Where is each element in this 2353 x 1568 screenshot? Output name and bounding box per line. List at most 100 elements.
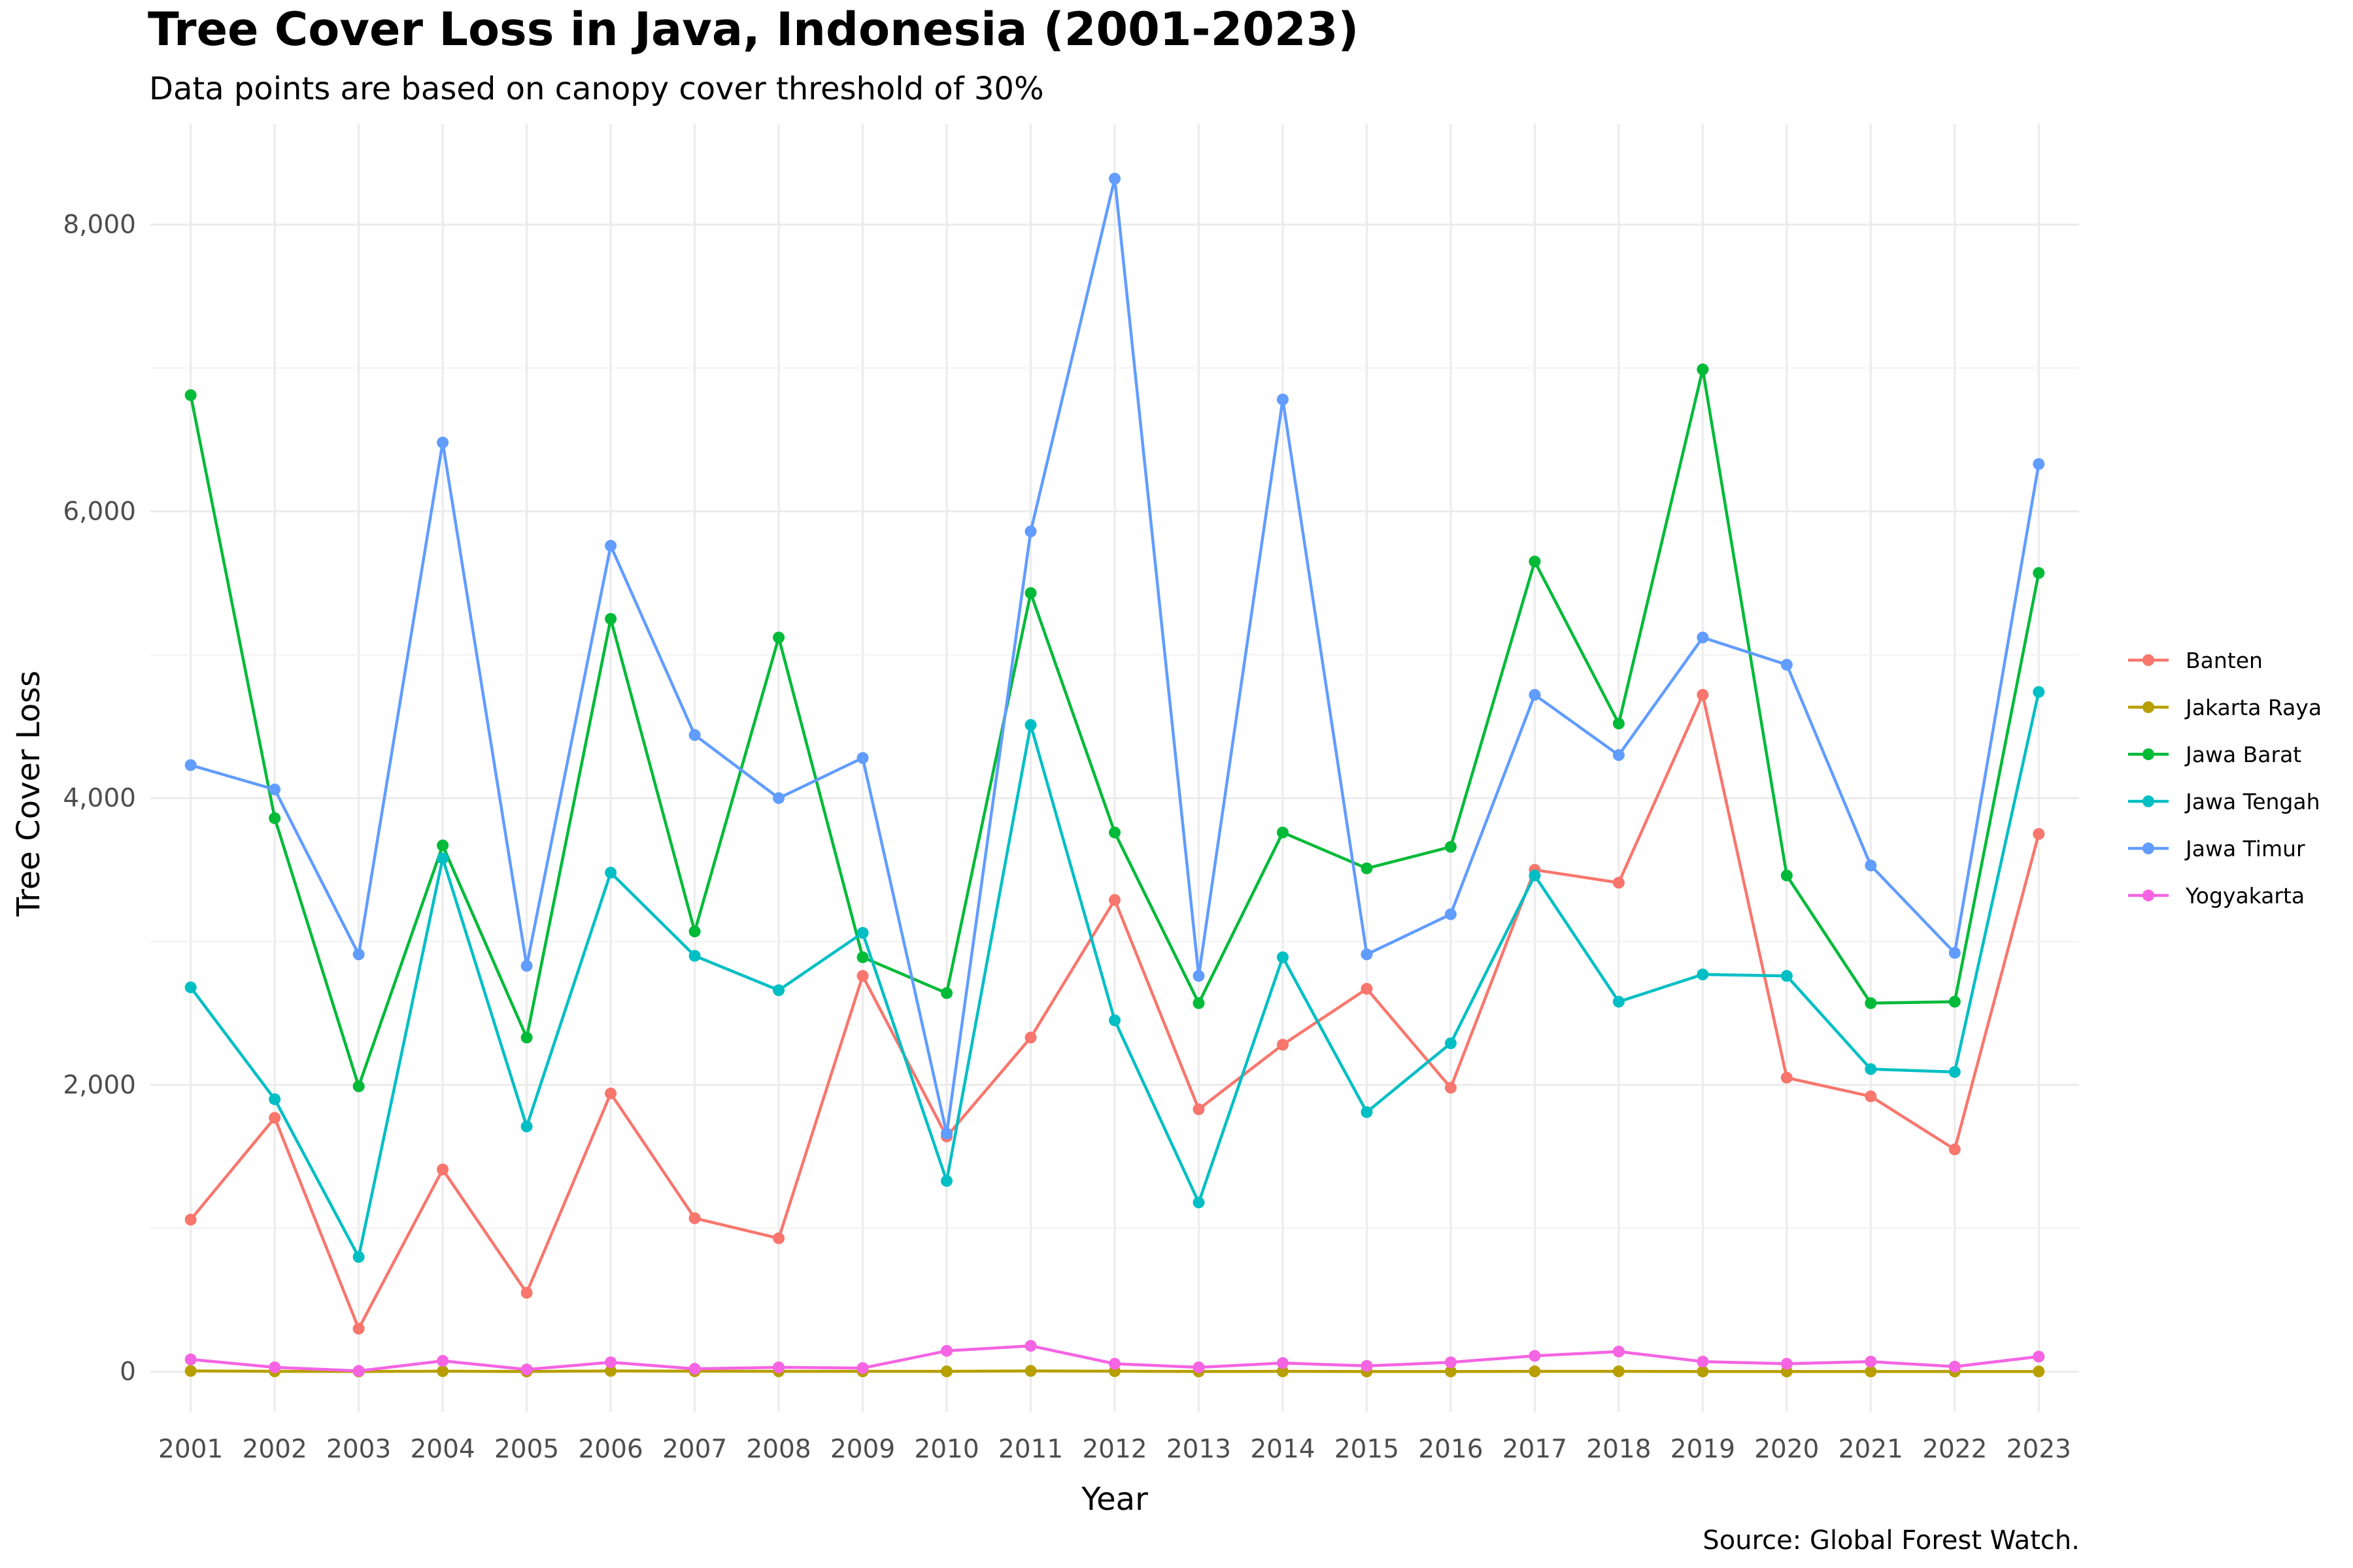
series-banten bbox=[184, 689, 2045, 1335]
data-point bbox=[1109, 826, 1121, 839]
data-point bbox=[520, 959, 533, 972]
data-point bbox=[1948, 1066, 1961, 1078]
data-point bbox=[605, 867, 617, 879]
data-point bbox=[1948, 1360, 1961, 1373]
data-point bbox=[269, 1112, 281, 1124]
data-point bbox=[1444, 908, 1457, 920]
data-point bbox=[2033, 458, 2045, 470]
data-point bbox=[2033, 827, 2045, 840]
data-point bbox=[688, 1212, 701, 1224]
data-point bbox=[1612, 749, 1625, 761]
data-point bbox=[437, 1365, 449, 1377]
x-tick-label: 2011 bbox=[998, 1435, 1063, 1464]
data-point bbox=[773, 984, 785, 997]
data-point bbox=[1024, 1031, 1037, 1044]
data-point bbox=[941, 1344, 953, 1357]
data-point bbox=[184, 1365, 197, 1377]
chart-title: Tree Cover Loss in Java, Indonesia (2001… bbox=[148, 3, 1359, 56]
x-tick-label: 2002 bbox=[243, 1435, 307, 1464]
data-point bbox=[184, 389, 197, 401]
y-tick-label: 8,000 bbox=[63, 210, 136, 240]
data-point bbox=[1529, 689, 1541, 701]
data-point bbox=[520, 1286, 533, 1299]
series-jawa-tengah bbox=[184, 686, 2045, 1263]
data-point bbox=[1780, 1071, 1793, 1084]
data-point bbox=[437, 839, 449, 852]
legend-item: Jawa Timur bbox=[2128, 836, 2305, 861]
data-point bbox=[352, 1251, 365, 1263]
x-tick-label: 2007 bbox=[662, 1435, 727, 1464]
data-point bbox=[1444, 1365, 1457, 1378]
data-point bbox=[437, 852, 449, 865]
data-point bbox=[269, 783, 281, 795]
x-tick-label: 2018 bbox=[1586, 1435, 1651, 1464]
data-point bbox=[1361, 948, 1373, 961]
x-tick-label: 2010 bbox=[914, 1435, 979, 1464]
legend-label: Jawa Barat bbox=[2184, 742, 2301, 767]
data-point bbox=[1276, 1357, 1289, 1369]
legend-key-point bbox=[2142, 890, 2154, 901]
data-point bbox=[605, 1087, 617, 1099]
x-tick-label: 2020 bbox=[1754, 1435, 1819, 1464]
data-point bbox=[1697, 1356, 1709, 1368]
legend-item: Banten bbox=[2128, 648, 2263, 673]
y-tick-label: 4,000 bbox=[63, 784, 136, 813]
data-point bbox=[688, 926, 701, 938]
data-point bbox=[269, 1361, 281, 1373]
x-tick-label: 2022 bbox=[1922, 1435, 1987, 1464]
data-point bbox=[1361, 1106, 1373, 1118]
legend-key-point bbox=[2142, 748, 2154, 760]
data-point bbox=[1865, 1090, 1877, 1103]
data-point bbox=[941, 987, 953, 999]
data-point bbox=[184, 981, 197, 993]
x-tick-label: 2014 bbox=[1250, 1435, 1315, 1464]
chart-subtitle: Data points are based on canopy cover th… bbox=[149, 71, 1044, 107]
data-point bbox=[1361, 982, 1373, 995]
data-point bbox=[1529, 556, 1541, 568]
data-point bbox=[1612, 995, 1625, 1008]
data-point bbox=[1529, 1365, 1541, 1378]
data-point bbox=[773, 1232, 785, 1244]
x-tick-label: 2013 bbox=[1166, 1435, 1231, 1464]
data-point bbox=[1612, 1345, 1625, 1358]
legend-item: Yogyakarta bbox=[2128, 883, 2305, 909]
data-point bbox=[2033, 1365, 2045, 1378]
data-point bbox=[773, 792, 785, 805]
data-point bbox=[184, 1214, 197, 1226]
data-point bbox=[1276, 1365, 1289, 1378]
data-point bbox=[1948, 995, 1961, 1008]
x-tick-label: 2017 bbox=[1502, 1435, 1567, 1464]
x-tick-label: 2019 bbox=[1670, 1435, 1735, 1464]
data-point bbox=[856, 927, 869, 939]
data-point bbox=[1529, 869, 1541, 882]
data-point bbox=[1697, 968, 1709, 980]
data-point bbox=[1948, 946, 1961, 959]
x-tick-label: 2005 bbox=[494, 1435, 559, 1464]
data-point bbox=[1612, 876, 1625, 889]
data-point bbox=[605, 612, 617, 625]
series-jawa-barat bbox=[184, 363, 2045, 1093]
x-tick-label: 2006 bbox=[578, 1435, 643, 1464]
data-point bbox=[1109, 893, 1121, 906]
x-tick-label: 2012 bbox=[1082, 1435, 1147, 1464]
x-tick-label: 2004 bbox=[410, 1435, 475, 1464]
data-point bbox=[1276, 951, 1289, 963]
data-point bbox=[688, 950, 701, 962]
data-point bbox=[1780, 659, 1793, 671]
data-point bbox=[688, 1363, 701, 1375]
data-point bbox=[352, 1080, 365, 1093]
data-point bbox=[1697, 689, 1709, 701]
legend-key-point bbox=[2142, 795, 2154, 807]
legend: Banten Jakarta Raya Jawa Barat Jawa Tengah J… bbox=[2128, 648, 2322, 909]
data-point bbox=[1697, 363, 1709, 376]
data-point bbox=[1444, 1082, 1457, 1094]
legend-label: Jawa Timur bbox=[2184, 836, 2305, 861]
legend-item: Jakarta Raya bbox=[2128, 695, 2322, 720]
data-point bbox=[184, 1353, 197, 1365]
data-point bbox=[605, 539, 617, 552]
series-jawa-timur bbox=[184, 173, 2045, 1140]
x-tick-label: 2003 bbox=[326, 1435, 391, 1464]
data-point bbox=[520, 1363, 533, 1376]
legend-key-point bbox=[2142, 842, 2154, 854]
gridlines bbox=[150, 124, 2079, 1412]
